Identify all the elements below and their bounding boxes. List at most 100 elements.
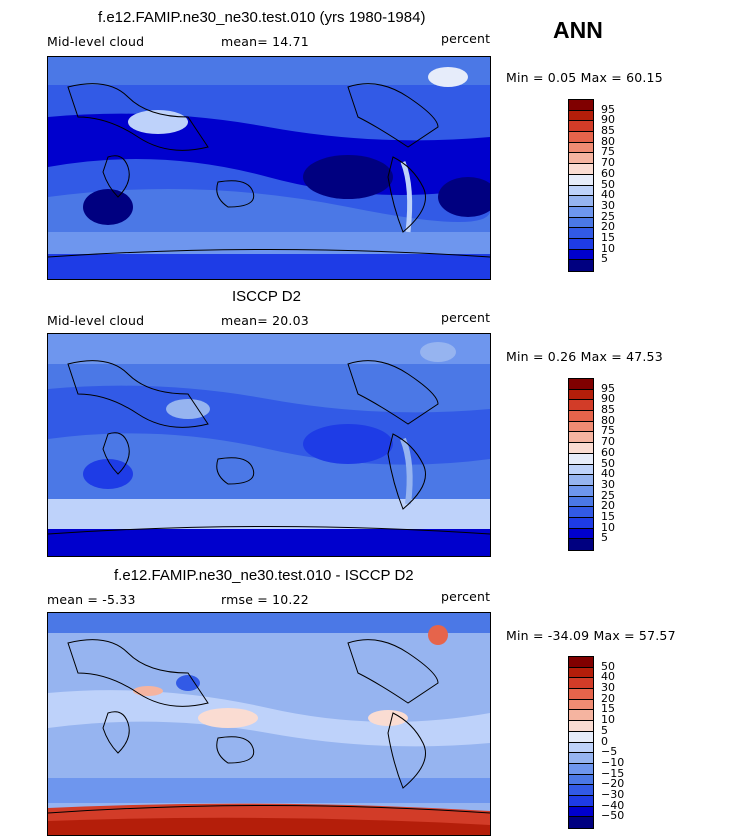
colorbar-tick-label: −5 <box>601 745 618 759</box>
colorbar-cell <box>569 464 593 476</box>
colorbar-tick-label: −40 <box>601 798 625 812</box>
colorbar-tick-label: 85 <box>601 403 615 417</box>
panel-2-contour-field <box>48 334 490 556</box>
panel-1-colorbar-labels: 95 90 85 80 75 70 60 50 40 30 25 20 15 10 5 <box>601 99 641 272</box>
colorbar-cell <box>569 753 593 764</box>
colorbar-cell <box>569 763 593 775</box>
colorbar-tick-label: 20 <box>601 220 615 234</box>
colorbar-cell <box>569 785 593 796</box>
colorbar-tick-label: 15 <box>601 702 615 716</box>
panel-2-units-label: percent <box>441 310 491 325</box>
colorbar-tick-label: −30 <box>601 787 625 801</box>
panel-2-minmax: Min = 0.26 Max = 47.53 <box>506 349 663 364</box>
colorbar-tick-label: 70 <box>601 435 615 449</box>
colorbar-cell <box>569 432 593 444</box>
panel-2-title: ISCCP D2 <box>232 288 301 305</box>
colorbar-tick-label: 15 <box>601 509 615 523</box>
colorbar-cell <box>569 678 593 690</box>
colorbar-tick-label: 30 <box>601 198 615 212</box>
panel-3-contour-field <box>48 613 490 835</box>
panel-3-mean-label: mean = -5.33 <box>47 592 136 607</box>
colorbar-tick-label: −10 <box>601 755 625 769</box>
colorbar-cell <box>569 689 593 700</box>
colorbar-tick-label: 10 <box>601 520 615 534</box>
colorbar-cell <box>569 185 593 197</box>
panel-1-mean-label: mean= 14.71 <box>221 34 309 49</box>
colorbar-cell <box>569 142 593 154</box>
colorbar-tick-label: 95 <box>601 381 615 395</box>
colorbar-cell <box>569 795 593 807</box>
colorbar-tick-label: 30 <box>601 477 615 491</box>
colorbar-tick-label: 10 <box>601 241 615 255</box>
colorbar-cell <box>569 132 593 143</box>
panel-2-map <box>47 333 491 557</box>
panel-1-contour-field <box>48 57 490 279</box>
panel-1-title: f.e12.FAMIP.ne30_ne30.test.010 (yrs 1980… <box>98 9 426 26</box>
colorbar-cell <box>569 206 593 218</box>
colorbar-cell <box>569 539 593 550</box>
panel-3-title: f.e12.FAMIP.ne30_ne30.test.010 - ISCCP D… <box>114 567 414 584</box>
colorbar-cell <box>569 453 593 465</box>
colorbar-cell <box>569 817 593 828</box>
colorbar-cell <box>569 507 593 518</box>
colorbar-tick-label: 25 <box>601 488 615 502</box>
panel-2-mean-label: mean= 20.03 <box>221 313 309 328</box>
colorbar-cell <box>569 389 593 401</box>
colorbar-tick-label: 50 <box>601 177 615 191</box>
colorbar-cell <box>569 443 593 454</box>
colorbar-tick-label: 0 <box>601 734 608 748</box>
panel-1-variable-label: Mid-level cloud <box>47 34 145 49</box>
colorbar-cell <box>569 731 593 743</box>
colorbar-tick-label: 5 <box>601 723 608 737</box>
colorbar-tick-label: 60 <box>601 166 615 180</box>
colorbar-cell <box>569 657 593 668</box>
colorbar-cell <box>569 517 593 529</box>
colorbar-cell <box>569 164 593 175</box>
colorbar-tick-label: 5 <box>601 252 608 266</box>
panel-3-colorbar-labels: 50 40 30 20 15 10 5 0 −5 −10 −15 −20 −30 −40 −50 <box>601 656 641 829</box>
colorbar-cell <box>569 196 593 207</box>
colorbar-cell <box>569 100 593 111</box>
colorbar-cell <box>569 153 593 165</box>
panel-3-rmse-label: rmse = 10.22 <box>221 592 309 607</box>
panel-1-map <box>47 56 491 280</box>
colorbar-tick-label: −50 <box>601 809 625 823</box>
panel-1-minmax: Min = 0.05 Max = 60.15 <box>506 70 663 85</box>
colorbar-cell <box>569 400 593 412</box>
colorbar-tick-label: 40 <box>601 188 615 202</box>
colorbar-cell <box>569 379 593 390</box>
panel-2-colorbar <box>568 378 594 551</box>
panel-2-variable-label: Mid-level cloud <box>47 313 145 328</box>
panel-1-colorbar <box>568 99 594 272</box>
colorbar-cell <box>569 806 593 818</box>
colorbar-tick-label: 80 <box>601 413 615 427</box>
colorbar-cell <box>569 238 593 250</box>
colorbar-tick-label: 50 <box>601 659 615 673</box>
colorbar-tick-label: 70 <box>601 156 615 170</box>
colorbar-tick-label: 90 <box>601 392 615 406</box>
panel-3-minmax: Min = -34.09 Max = 57.57 <box>506 628 676 643</box>
panel-3-colorbar <box>568 656 594 829</box>
colorbar-tick-label: −20 <box>601 777 625 791</box>
colorbar-cell <box>569 260 593 271</box>
colorbar-tick-label: 80 <box>601 134 615 148</box>
colorbar-tick-label: 25 <box>601 209 615 223</box>
panel-3-map <box>47 612 491 836</box>
colorbar-cell <box>569 667 593 679</box>
colorbar-cell <box>569 411 593 422</box>
colorbar-cell <box>569 699 593 711</box>
colorbar-tick-label: 40 <box>601 670 615 684</box>
colorbar-cell <box>569 774 593 786</box>
colorbar-cell <box>569 217 593 229</box>
colorbar-tick-label: 95 <box>601 102 615 116</box>
colorbar-cell <box>569 249 593 261</box>
colorbar-tick-label: 30 <box>601 681 615 695</box>
colorbar-tick-label: 90 <box>601 113 615 127</box>
colorbar-cell <box>569 721 593 732</box>
colorbar-cell <box>569 475 593 486</box>
panel-3-units-label: percent <box>441 589 491 604</box>
colorbar-cell <box>569 485 593 497</box>
colorbar-cell <box>569 421 593 433</box>
colorbar-tick-label: 60 <box>601 445 615 459</box>
colorbar-tick-label: 20 <box>601 691 615 705</box>
